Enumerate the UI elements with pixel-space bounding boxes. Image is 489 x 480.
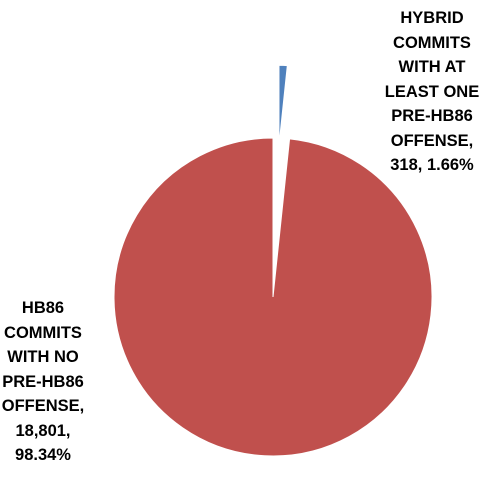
data-label-hb86-commits: HB86 COMMITS WITH NO PRE-HB86 OFFENSE, 1…	[1, 299, 85, 464]
data-label-hybrid-commits: HYBRID COMMITS WITH AT LEAST ONE PRE-HB8…	[384, 9, 480, 174]
pie-slice-hb86-commits	[113, 137, 433, 457]
pie-slice-hybrid-commits	[278, 64, 288, 146]
pie-slices	[113, 64, 433, 457]
